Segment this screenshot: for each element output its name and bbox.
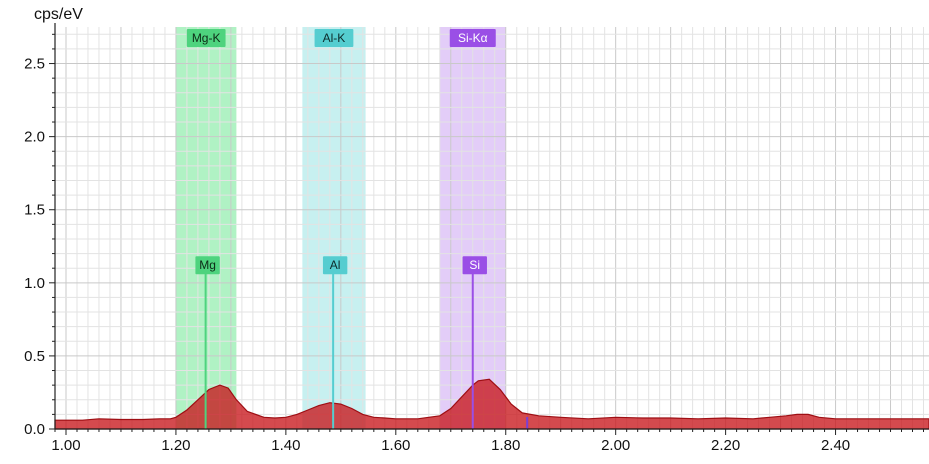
element-tags: Mg-K Mg Al-K Al Si-Kα Si (186, 29, 496, 275)
y-tick-label: 0.5 (24, 348, 45, 365)
symbol-tag-si-text: Si (469, 258, 480, 272)
y-tick-label: 2.5 (24, 56, 45, 73)
element-markers (204, 273, 529, 429)
x-tick-label: 1.40 (271, 437, 300, 454)
line-tag-mg-text: Mg-K (192, 31, 221, 45)
y-tick-label: 0.0 (24, 421, 45, 438)
y-tick-label: 1.5 (24, 202, 45, 219)
x-tick-label: 2.40 (821, 437, 850, 454)
symbol-tag-si: Si (462, 256, 487, 275)
symbol-tag-mg-box (195, 256, 220, 275)
spectrum-area (54, 378, 929, 430)
symbol-tag-al-text: Al (330, 258, 341, 272)
line-tag-mg-box (186, 29, 226, 47)
x-tick-label: 1.60 (381, 437, 410, 454)
y-axis-unit-label: cps/eV (34, 6, 83, 23)
line-tag-si-text: Si-Kα (458, 31, 488, 45)
symbol-tag-al-box (322, 256, 348, 275)
line-tag-mg: Mg-K (186, 29, 226, 47)
x-tick-label: 1.20 (161, 437, 190, 454)
y-tick-label: 2.0 (24, 129, 45, 146)
x-tick-label: 2.20 (711, 437, 740, 454)
x-tick-label: 1.80 (491, 437, 520, 454)
symbol-tag-al: Al (322, 256, 348, 275)
symbol-tag-mg: Mg (195, 256, 220, 275)
line-tag-al: Al-K (314, 29, 354, 47)
x-tick-label: 1.00 (51, 437, 80, 454)
x-tick-label: 2.00 (601, 437, 630, 454)
axes: 1.00 1.20 1.40 1.60 1.80 2.00 2.20 2.40 0.0 0.5 1.… (24, 23, 929, 454)
line-tag-si-box (449, 29, 496, 47)
line-tag-al-box (314, 29, 354, 47)
spectrum-area-fill (54, 378, 929, 430)
line-tag-si: Si-Kα (449, 29, 496, 47)
line-tag-al-text: Al-K (323, 31, 346, 45)
y-tick-label: 1.0 (24, 275, 45, 292)
symbol-tag-si-box (462, 256, 487, 275)
symbol-tag-mg-text: Mg (199, 258, 216, 272)
